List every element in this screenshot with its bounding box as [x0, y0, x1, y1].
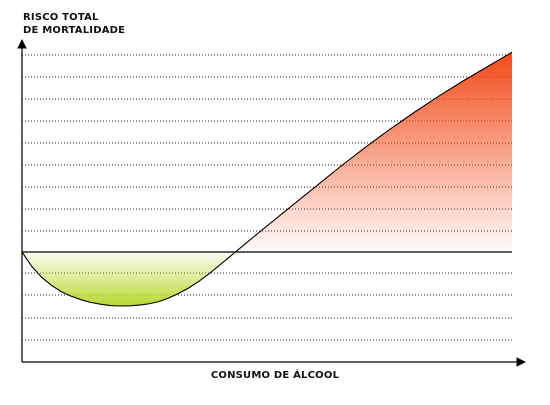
harmful-region — [235, 52, 512, 252]
x-axis-label: CONSUMO DE ÁLCOOL — [0, 369, 550, 382]
beneficial-region — [22, 252, 235, 306]
y-axis-label-line-1: RISCO TOTAL — [23, 11, 99, 24]
x-axis-label-text: CONSUMO DE ÁLCOOL — [211, 369, 339, 382]
area-fills — [22, 52, 512, 306]
y-axis-label-line-2: DE MORTALIDADE — [23, 24, 125, 37]
